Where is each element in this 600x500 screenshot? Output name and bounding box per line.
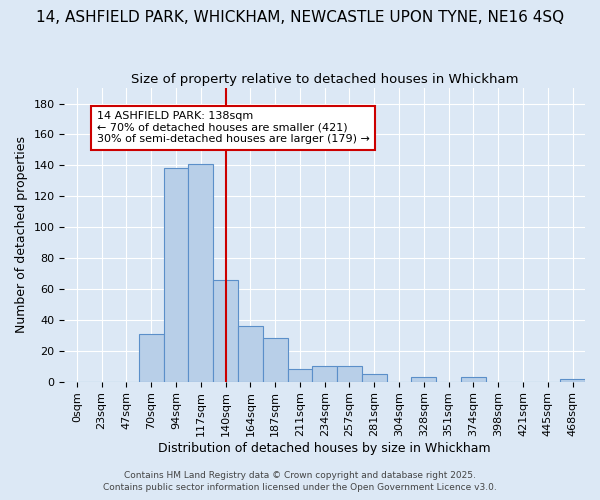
Bar <box>188 164 213 382</box>
Bar <box>213 280 238 382</box>
Bar <box>412 377 436 382</box>
Bar <box>461 377 486 382</box>
Bar <box>362 374 386 382</box>
Text: 14, ASHFIELD PARK, WHICKHAM, NEWCASTLE UPON TYNE, NE16 4SQ: 14, ASHFIELD PARK, WHICKHAM, NEWCASTLE U… <box>36 10 564 25</box>
Bar <box>337 366 362 382</box>
Bar <box>263 338 287 382</box>
Title: Size of property relative to detached houses in Whickham: Size of property relative to detached ho… <box>131 72 518 86</box>
Bar <box>238 326 263 382</box>
Text: Contains HM Land Registry data © Crown copyright and database right 2025.
Contai: Contains HM Land Registry data © Crown c… <box>103 471 497 492</box>
Bar <box>313 366 337 382</box>
Bar <box>287 370 313 382</box>
Bar <box>560 378 585 382</box>
Bar <box>164 168 188 382</box>
X-axis label: Distribution of detached houses by size in Whickham: Distribution of detached houses by size … <box>158 442 491 455</box>
Bar <box>139 334 164 382</box>
Y-axis label: Number of detached properties: Number of detached properties <box>15 136 28 334</box>
Text: 14 ASHFIELD PARK: 138sqm
← 70% of detached houses are smaller (421)
30% of semi-: 14 ASHFIELD PARK: 138sqm ← 70% of detach… <box>97 111 370 144</box>
